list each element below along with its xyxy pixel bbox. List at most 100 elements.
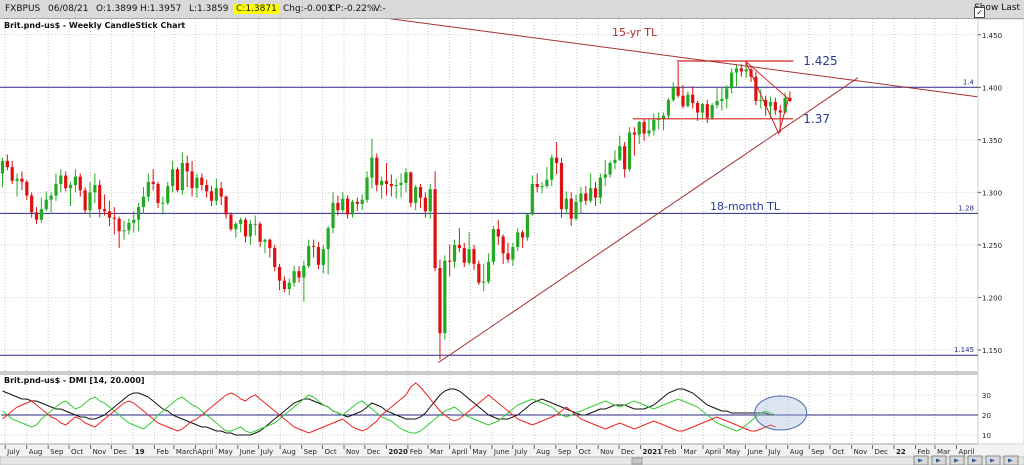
candle-body <box>530 183 534 215</box>
x-tick-label: Oct <box>579 448 591 456</box>
candle-body <box>564 198 568 210</box>
candle-body <box>486 261 491 282</box>
candle-body <box>764 99 768 107</box>
scrollbar-thumb[interactable] <box>631 457 643 465</box>
candle-body <box>394 185 398 187</box>
candle-body <box>744 69 748 72</box>
x-tick-label: 2020 <box>388 448 408 456</box>
candle-body <box>224 196 228 215</box>
x-tick-label: Dec <box>113 448 127 456</box>
candle-body <box>443 260 447 334</box>
x-tick-label: April <box>197 448 213 456</box>
candle-body <box>331 202 335 229</box>
key-level-label: 1.28 <box>958 204 974 212</box>
trendline-label: 18-month TL <box>710 200 781 213</box>
candle-body <box>34 212 39 220</box>
candle-body <box>550 157 554 180</box>
candle-body <box>472 249 476 264</box>
triangle-pattern <box>744 60 789 135</box>
volume-value: V:- <box>374 4 386 14</box>
candle-body <box>156 183 160 203</box>
dmi-highlight-ellipse <box>754 395 808 431</box>
candle-body <box>336 202 340 211</box>
candle-body <box>457 244 462 249</box>
candle-body <box>44 199 48 210</box>
x-tick-label: Oct <box>832 448 844 456</box>
nav-arrow-icon <box>954 458 959 463</box>
x-tick-label: 19 <box>135 448 145 456</box>
show-last-checkbox[interactable]: ✓ <box>974 7 986 18</box>
close-value: C:1.3871 <box>234 4 279 14</box>
candle-body <box>214 188 218 201</box>
dmi-series-line <box>2 394 776 434</box>
x-tick-label: Feb <box>156 448 169 456</box>
candle-body <box>102 209 107 212</box>
price-chart-title: Brit.pnd-us$ - Weekly CandleStick Chart <box>4 21 185 30</box>
x-tick-label: Aug <box>282 448 296 456</box>
x-tick-label: Aug <box>790 448 804 456</box>
x-tick-label: Oct <box>325 448 337 456</box>
candle-body <box>501 236 505 254</box>
candle-body <box>370 157 374 178</box>
dmi-panel-background <box>0 375 1024 443</box>
candle-body <box>569 198 573 219</box>
low-value: L:1.3859 <box>189 4 229 14</box>
x-tick-label: July <box>767 448 781 456</box>
key-level-label: 1.145 <box>954 346 974 354</box>
candle-body <box>68 185 73 189</box>
candle-body <box>107 211 112 218</box>
candle-body <box>477 263 481 283</box>
candle-body <box>681 95 685 107</box>
candle-body <box>297 271 301 278</box>
x-tick-label: 2021 <box>643 448 663 456</box>
dmi-series-line <box>2 388 776 436</box>
candle-body <box>93 185 97 193</box>
candle-body <box>375 157 379 186</box>
candle-body <box>496 229 500 237</box>
candle-body <box>589 188 593 201</box>
candle-body <box>253 223 257 225</box>
nav-arrow-icon <box>1008 458 1013 463</box>
x-tick-label: March <box>176 448 197 456</box>
x-tick-label: Sep <box>50 448 64 456</box>
candle-body <box>171 169 175 187</box>
candle-body <box>365 177 369 200</box>
candle-body <box>389 183 393 187</box>
candle-body <box>302 265 306 278</box>
candle-body <box>78 176 82 191</box>
x-tick-label: Feb <box>918 448 931 456</box>
candle-body <box>418 187 423 198</box>
candle-body <box>229 214 233 230</box>
y-tick-label: 1.250 <box>982 242 1002 250</box>
candle-body <box>5 160 9 168</box>
candle-body <box>151 181 155 184</box>
horizontal-scrollbar[interactable] <box>0 456 1024 465</box>
y-tick-label: 1.400 <box>982 84 1002 92</box>
candle-body <box>730 72 734 89</box>
show-last-toggle[interactable]: ✓ Show Last <box>974 3 1020 18</box>
x-tick-label: Dec <box>874 448 888 456</box>
candle-body <box>618 146 622 160</box>
y-tick-label: 1.200 <box>982 294 1002 302</box>
candle-body <box>627 132 632 170</box>
x-tick-label: July <box>260 448 274 456</box>
x-tick-label: June <box>493 448 509 456</box>
change-percent-value: CP:-0.22% <box>329 4 376 14</box>
x-tick-label: Aug <box>29 448 43 456</box>
candle-body <box>783 97 787 113</box>
candle-body <box>598 177 602 198</box>
candle-body <box>219 188 223 197</box>
candle-body <box>661 115 666 119</box>
candle-body <box>136 207 141 220</box>
candle-body <box>282 280 287 290</box>
candle-body <box>258 223 262 242</box>
date-label: 06/08/21 <box>48 4 89 14</box>
chart-area: 1.150 1.200 1.250 1.300 1.350 1.400 1.450 1.4 1.… <box>0 19 1024 465</box>
candle-body <box>535 183 539 188</box>
support-resistance-label: 1.425 <box>803 54 837 68</box>
candle-body <box>482 281 486 283</box>
candle-body <box>710 105 714 118</box>
candle-body <box>287 282 291 290</box>
candle-body <box>180 162 184 191</box>
candle-body <box>64 175 68 189</box>
